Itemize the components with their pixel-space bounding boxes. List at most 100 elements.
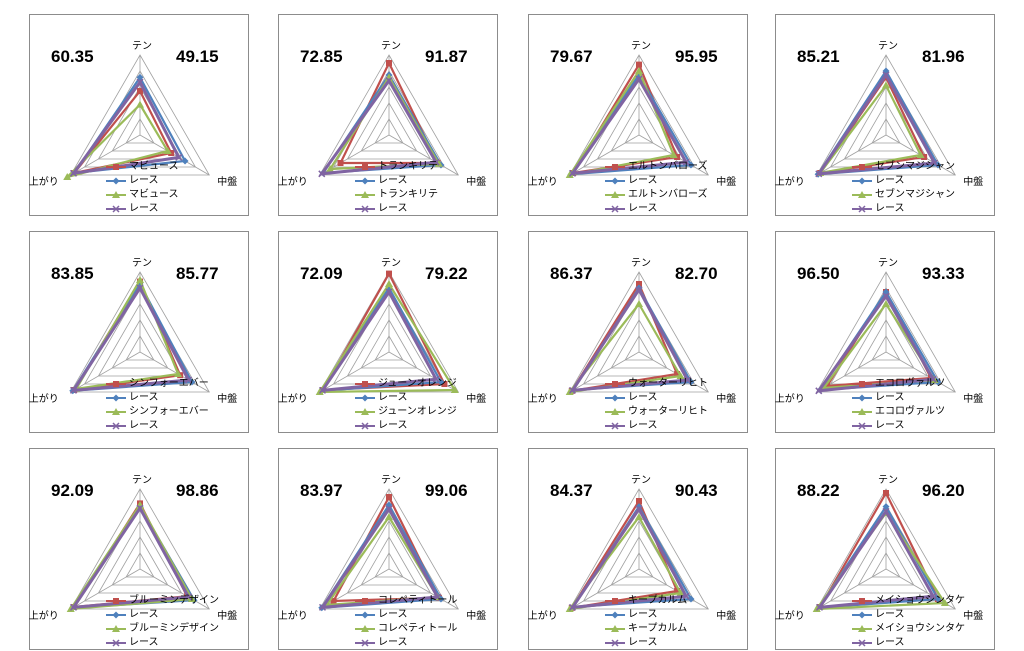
score-left: 83.85 [51,264,94,283]
axis-label: テン [631,258,651,269]
legend-label: マビュース [129,189,179,200]
axis-label: テン [878,475,898,486]
legend-entry: レース [851,174,955,188]
legend-marker [361,177,369,185]
radar-chart-panel: 60.35 49.15 テン 中盤 上がり マビュース レース マビュース レース [29,14,249,216]
legend-marker [611,205,619,213]
legend-swatch [355,394,375,402]
legend-entry: キープカルム [604,622,687,636]
radar-chart-panel: 96.50 93.33 テン 中盤 上がり エコロヴァルツ レース エコロヴァルツ レース [775,231,995,433]
legend-label: レース [875,420,905,431]
legend-label: ウォーターリヒト [628,378,708,389]
data-point [683,376,692,384]
data-point [940,599,949,606]
series-points [69,78,183,177]
score-left: 84.37 [550,481,593,500]
legend-marker [858,422,866,430]
score-right: 79.22 [425,264,468,283]
grid-ring [97,303,183,377]
axis-spoke [139,134,210,176]
legend-label: レース [129,609,159,620]
grid-ring [111,319,169,369]
axis-spoke [638,568,709,610]
data-point [882,71,890,79]
legend-marker [361,422,369,430]
score-left: 88.22 [797,481,840,500]
grid-ring [843,303,929,377]
legend-swatch [355,177,375,185]
data-point [674,371,681,377]
legend-entry: コレペティトール [354,622,457,636]
legend-marker [611,422,619,430]
series-points [63,100,172,180]
data-point [635,67,643,74]
radar-plot [318,488,459,612]
axis-spoke [70,134,141,176]
data-point [687,595,695,603]
legend-swatch [106,381,126,387]
data-point [934,595,942,603]
legend-entry: マビュース [105,188,179,202]
data-point [882,81,890,89]
legend-label: レース [875,175,905,186]
series-line [818,490,940,609]
grid-ring [610,319,668,369]
legend-entry: マビュース [105,160,179,174]
data-point [676,589,685,596]
legend-label: レース [628,175,658,186]
grid-ring [346,303,432,377]
axis-label: テン [381,41,401,52]
data-point [434,159,443,167]
legend-label: セブンマジシャン [875,161,955,172]
legend-swatch [106,625,126,632]
data-point [674,154,681,160]
grid-ring [374,118,404,144]
legend-entry: エルトンバローズ [604,188,708,202]
legend-label: ジューンオレンジ [378,406,457,417]
score-left: 79.67 [550,47,593,66]
data-point [676,372,685,379]
radar-plot [815,271,956,395]
legend-label: レース [628,420,658,431]
legend-swatch [355,205,375,213]
axis-spoke [70,351,141,393]
grid-ring [871,335,901,361]
legend-entry: レース [354,174,438,188]
axis-label: 中盤 [963,611,984,622]
axis-label: 上がり [277,177,308,188]
radar-plot [812,488,956,612]
legend-swatch [355,408,375,415]
legend-marker [859,598,865,604]
axis-label: 中盤 [466,611,487,622]
data-point [385,280,393,287]
legend-label: レース [378,420,408,431]
score-left: 72.85 [300,47,343,66]
axis-label: 上がり [277,611,308,622]
series-line [319,506,440,610]
legend-entry: レース [105,174,179,188]
data-point [635,75,643,83]
legend: トランキリテ レース トランキリテ レース [354,160,438,216]
legend-marker [112,611,120,619]
legend-label: レース [129,392,159,403]
legend-label: キープカルム [628,595,688,606]
series-points [315,280,459,395]
legend-label: レース [129,203,159,214]
legend-label: キープカルム [628,623,688,634]
radar-plot [565,271,709,395]
axis-label: 中盤 [716,177,737,188]
legend-marker [112,177,120,185]
data-point [69,169,78,177]
legend-marker [113,164,119,170]
legend-swatch [605,611,625,619]
legend-marker [112,408,120,415]
data-point [635,505,643,513]
data-point [136,276,144,283]
radar-chart-panel: 79.67 95.95 テン 中盤 上がり エルトンバローズ レース エルトンバローズ レース [528,14,748,216]
legend-entry: メイショウシンタケ [851,622,965,636]
series-points [565,67,678,178]
radar-plot [315,270,459,395]
legend-entry: レース [604,419,708,433]
data-point [136,284,144,292]
legend-label: メイショウシンタケ [875,595,965,606]
